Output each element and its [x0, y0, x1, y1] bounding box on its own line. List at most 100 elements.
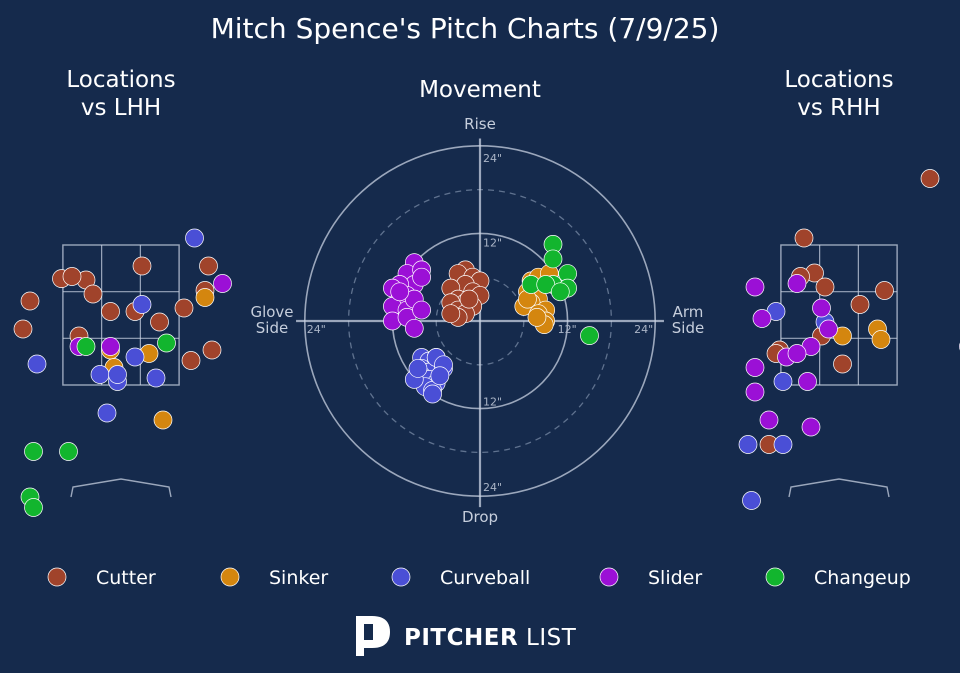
pitch-point-curveball: [27, 354, 47, 374]
panel-title-lhh: Locations vs LHH: [66, 67, 175, 121]
legend-marker-sinker: [220, 567, 240, 587]
home-plate-rhh: [788, 478, 890, 498]
axis-label-glove-side: Side: [256, 319, 288, 337]
pitch-point-slider: [798, 372, 817, 391]
pitch-point-cutter: [441, 304, 461, 324]
pitch-point-curveball: [430, 366, 450, 386]
pitch-point-slider: [787, 274, 807, 293]
pitch-point-cutter: [833, 354, 852, 374]
ring-label-12-bottom: 12": [483, 396, 502, 409]
pitch-point-changeup: [59, 442, 78, 461]
panel-movement: Movement RiseDropGloveSideArmSide12"24"1…: [250, 77, 704, 526]
pitcherlist-logo: PITCHER LIST: [356, 616, 577, 656]
home-plate-lhh: [70, 478, 172, 498]
pitch-point-curveball: [185, 228, 204, 248]
pitch-point-curveball: [423, 384, 442, 404]
ring-label-24-bottom: 24": [483, 481, 502, 494]
pitch-point-slider: [404, 318, 424, 338]
pitch-point-cutter: [20, 291, 40, 311]
panel-locations-lhh: Locations vs LHH: [13, 67, 232, 517]
pitch-point-cutter: [83, 284, 103, 304]
chart-title: Mitch Spence's Pitch Charts (7/9/25): [211, 12, 720, 45]
pitch-point-curveball: [108, 365, 127, 384]
pitch-point-curveball: [408, 359, 428, 378]
pitch-point-slider: [745, 358, 765, 377]
pitch-point-curveball: [97, 403, 117, 423]
pitch-point-cutter: [101, 302, 120, 321]
pitch-point-cutter: [181, 351, 201, 370]
pitch-point-slider: [101, 337, 120, 356]
legend-label-cutter: Cutter: [96, 567, 156, 589]
legend-marker-slider: [599, 567, 619, 587]
pitch-point-changeup: [157, 333, 176, 353]
panel-title-line: vs RHH: [797, 95, 880, 121]
pitch-point-curveball: [132, 295, 152, 314]
axis-label-drop: Drop: [462, 508, 498, 526]
points-rhh: [738, 169, 960, 510]
pitch-point-slider: [390, 282, 410, 302]
pitch-point-slider: [745, 277, 765, 297]
pitch-point-changeup: [580, 326, 599, 345]
ring-label-12-top: 12": [483, 236, 502, 249]
pitch-point-changeup: [24, 442, 43, 461]
panel-title-rhh: Locations vs RHH: [784, 67, 893, 121]
pitch-point-cutter: [13, 319, 33, 339]
pitch-point-curveball: [90, 365, 110, 384]
legend-label-sinker: Sinker: [269, 567, 328, 589]
panel-locations-rhh: Locations vs RHH: [738, 67, 960, 510]
panel-title-movement: Movement: [419, 77, 541, 103]
pitch-point-curveball: [125, 347, 145, 367]
pitch-point-cutter: [199, 256, 218, 276]
pitch-point-cutter: [850, 295, 870, 314]
ring-label-24-left: 24": [307, 323, 326, 336]
pitch-point-slider: [412, 267, 431, 287]
pitch-point-changeup: [543, 249, 563, 269]
pitch-point-curveball: [773, 435, 793, 454]
legend-marker-curveball: [391, 567, 411, 587]
pitch-point-cutter: [150, 312, 169, 332]
pitch-point-cutter: [794, 228, 814, 248]
home-plate-outline: [788, 478, 890, 498]
pitch-point-sinker: [871, 330, 891, 349]
pitch-point-curveball: [146, 368, 166, 388]
legend-label-slider: Slider: [648, 567, 702, 589]
pitch-point-changeup: [550, 282, 570, 302]
points-movement: [383, 235, 599, 404]
axis-label-arm-side: Arm: [673, 303, 704, 321]
movement-rings: [296, 138, 664, 508]
pitch-point-slider: [812, 298, 831, 318]
legend-label-changeup: Changeup: [814, 567, 911, 589]
pitch-point-changeup: [24, 498, 43, 517]
pitch-point-cutter: [920, 169, 940, 188]
pitch-point-slider: [819, 319, 838, 339]
pitch-point-sinker: [527, 308, 547, 327]
legend-marker-cutter: [47, 567, 67, 587]
axis-label-glove-side: Glove: [250, 303, 293, 321]
legend-label-curveball: Curveball: [440, 567, 530, 589]
pitch-point-slider: [759, 410, 779, 430]
legend: Cutter Sinker Curveball Slider Changeup: [47, 567, 911, 589]
pitch-point-sinker: [153, 410, 173, 430]
pitch-point-cutter: [202, 340, 222, 360]
home-plate-outline: [70, 478, 172, 498]
pitch-point-slider: [213, 274, 232, 293]
panel-title-line: Locations: [66, 67, 175, 93]
pitch-point-slider: [412, 300, 431, 320]
ring-label-12-right: 12": [558, 323, 577, 336]
pitch-point-slider: [745, 382, 765, 402]
legend-marker-changeup: [765, 567, 785, 587]
axis-label-rise: Rise: [464, 115, 496, 133]
points-lhh: [13, 228, 232, 517]
pitcherlist-mark-cutout: [364, 624, 373, 640]
pitch-point-slider: [787, 344, 807, 363]
pitch-point-cutter: [459, 289, 479, 309]
brand-name-bold: PITCHER: [404, 625, 518, 651]
pitch-point-cutter: [62, 267, 82, 286]
pitch-point-cutter: [875, 281, 894, 300]
pitch-point-curveball: [773, 372, 793, 391]
brand-name-light: LIST: [526, 625, 577, 651]
pitch-point-curveball: [742, 491, 761, 510]
